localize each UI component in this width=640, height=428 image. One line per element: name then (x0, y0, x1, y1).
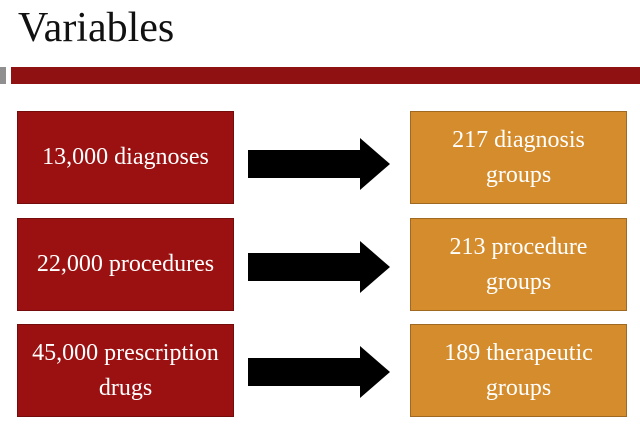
accent-rule (11, 67, 640, 84)
arrow-right-icon (248, 138, 390, 190)
arrow-shape (248, 138, 390, 190)
target-label-diagnosis-groups: 217 diagnosis groups (452, 126, 585, 188)
target-label-procedure-groups: 213 procedure groups (449, 233, 588, 295)
source-label-procedures: 22,000 procedures (36, 251, 215, 278)
source-box-prescription-drugs: 45,000 prescription drugs (17, 324, 234, 417)
arrow-right-icon (248, 346, 390, 398)
slide-title: Variables (18, 5, 175, 51)
rule-marker (0, 67, 6, 84)
arrow-shape (248, 241, 390, 293)
target-box-procedure-groups: 213 procedure groups (410, 218, 627, 311)
target-box-diagnosis-groups: 217 diagnosis groups (410, 111, 627, 204)
target-label-therapeutic-groups: 189 therapeutic groups (444, 339, 593, 401)
source-box-procedures: 22,000 procedures (17, 218, 234, 311)
arrow-shape (248, 346, 390, 398)
source-box-diagnoses: 13,000 diagnoses (17, 111, 234, 204)
arrow-right-icon (248, 241, 390, 293)
target-box-therapeutic-groups: 189 therapeutic groups (410, 324, 627, 417)
title-rule (0, 67, 640, 84)
source-label-diagnoses: 13,000 diagnoses (42, 144, 209, 171)
source-label-prescription-drugs: 45,000 prescription drugs (32, 339, 219, 401)
